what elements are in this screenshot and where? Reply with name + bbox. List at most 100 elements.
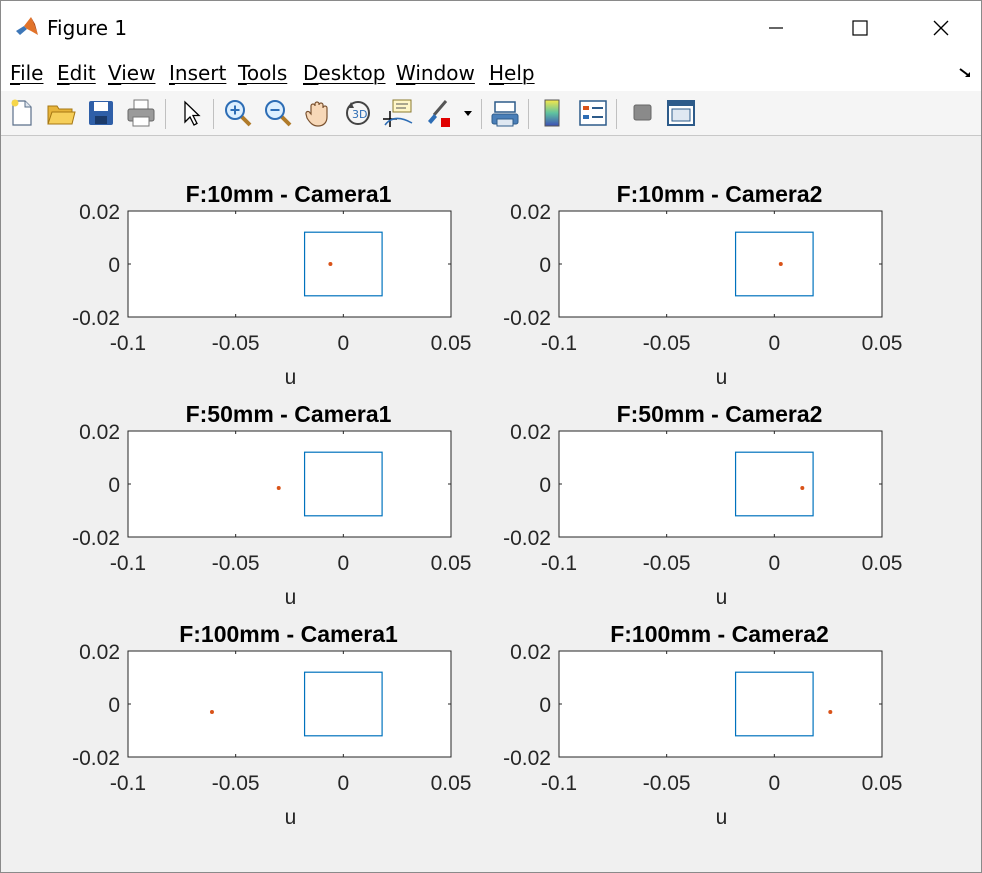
y-tick-label: 0.02	[510, 421, 551, 444]
insert-legend-button[interactable]	[577, 97, 609, 129]
menu-view[interactable]: View	[108, 61, 156, 85]
x-tick-label: -0.05	[212, 332, 260, 355]
x-tick-label: 0	[337, 552, 349, 575]
new-figure-button[interactable]	[6, 97, 38, 129]
x-tick-label: -0.1	[110, 332, 146, 355]
rotate-3d-button[interactable]: 3D	[342, 97, 374, 129]
minimize-icon	[769, 27, 783, 29]
menu-desktop[interactable]: Desktop	[303, 61, 386, 85]
axes-box	[558, 650, 883, 758]
y-tick-label: -0.02	[503, 527, 551, 550]
y-tick-label: -0.02	[72, 307, 120, 330]
matlab-logo-icon	[14, 14, 40, 40]
close-button[interactable]	[918, 9, 964, 47]
x-tick-label: 0.05	[862, 772, 903, 795]
menu-file[interactable]: File	[10, 61, 44, 85]
y-tick-label: 0	[108, 694, 120, 717]
axes-title: F:100mm - Camera1	[179, 621, 398, 647]
x-tick-label: -0.1	[541, 552, 577, 575]
x-tick-label: -0.05	[212, 772, 260, 795]
x-tick-label: -0.1	[110, 772, 146, 795]
y-tick-label: 0	[539, 254, 551, 277]
svg-text:3D: 3D	[352, 108, 367, 121]
axes-title: F:50mm - Camera2	[617, 401, 823, 427]
toolbar-separator	[213, 99, 214, 129]
rotate-3d-icon: 3D	[346, 101, 370, 125]
toolbar-separator	[616, 99, 617, 129]
link-plot-icon	[491, 101, 519, 127]
dock-figure-icon[interactable]	[957, 65, 973, 81]
x-tick-label: 0.05	[862, 332, 903, 355]
x-tick-label: 0	[768, 552, 780, 575]
projected-point	[828, 709, 833, 714]
sensor-rectangle	[303, 231, 383, 297]
menu-insert[interactable]: Insert	[169, 61, 227, 85]
close-icon	[933, 20, 949, 36]
y-tick-label: 0.02	[79, 641, 120, 664]
x-tick-label: 0	[768, 772, 780, 795]
y-tick-label: 0	[539, 694, 551, 717]
sensor-rectangle	[734, 231, 814, 297]
print-icon	[127, 99, 155, 127]
toolbar-separator	[481, 99, 482, 129]
zoom-out-icon	[265, 100, 292, 127]
menu-bar: File Edit View Insert Tools Desktop Wind…	[1, 55, 981, 91]
zoom-out-button[interactable]	[262, 97, 294, 129]
data-cursor-button[interactable]	[382, 97, 414, 129]
x-axis-label: u	[285, 586, 297, 609]
x-tick-label: 0.05	[431, 332, 472, 355]
y-tick-label: -0.02	[72, 747, 120, 770]
projected-point	[328, 262, 333, 266]
sensor-rectangle	[734, 451, 814, 517]
minimize-button[interactable]	[752, 9, 798, 47]
pan-button[interactable]	[302, 97, 334, 129]
show-plot-tools-icon	[667, 100, 695, 126]
brush-icon	[428, 100, 450, 127]
x-tick-label: 0.05	[431, 772, 472, 795]
x-axis-label: u	[285, 366, 297, 389]
x-tick-label: -0.1	[110, 552, 146, 575]
axes-title: F:10mm - Camera1	[186, 181, 392, 207]
menu-help[interactable]: Help	[489, 61, 535, 85]
edit-plot-button[interactable]	[175, 97, 207, 129]
show-plot-tools-button[interactable]	[665, 97, 697, 129]
pointer-icon	[184, 100, 201, 126]
new-figure-icon	[11, 99, 32, 126]
menu-edit[interactable]: Edit	[57, 61, 96, 85]
legend-icon	[579, 100, 607, 126]
axes-box	[558, 430, 883, 538]
hide-plot-tools-button[interactable]	[626, 97, 658, 129]
x-tick-label: -0.05	[212, 552, 260, 575]
x-tick-label: -0.05	[643, 772, 691, 795]
x-tick-label: 0.05	[431, 552, 472, 575]
toolbar-separator	[165, 99, 166, 129]
open-file-button[interactable]	[45, 97, 77, 129]
axes-box	[127, 210, 452, 318]
x-tick-label: 0	[768, 332, 780, 355]
maximize-button[interactable]	[837, 9, 883, 47]
y-tick-label: 0	[539, 474, 551, 497]
link-plot-button[interactable]	[489, 97, 521, 129]
sensor-rectangle	[303, 451, 383, 517]
projected-point	[276, 485, 281, 490]
menu-window[interactable]: Window	[396, 61, 475, 85]
chevron-down-icon	[464, 111, 472, 116]
menu-tools[interactable]: Tools	[238, 61, 288, 85]
y-tick-label: -0.02	[72, 527, 120, 550]
insert-colorbar-button[interactable]	[537, 97, 569, 129]
projected-point	[800, 485, 805, 490]
zoom-in-icon	[225, 100, 252, 127]
zoom-in-button[interactable]	[222, 97, 254, 129]
save-button[interactable]	[85, 97, 117, 129]
x-tick-label: 0	[337, 772, 349, 795]
brush-dropdown[interactable]	[460, 97, 476, 129]
print-button[interactable]	[125, 97, 157, 129]
title-bar: Figure 1	[1, 1, 981, 55]
figure-canvas: F:10mm - Camera1 -0.1 -0.05 0 0.05 0.02 0 -0.02…	[1, 136, 981, 872]
x-tick-label: 0	[337, 332, 349, 355]
brush-button[interactable]	[422, 97, 454, 129]
maximize-icon	[852, 20, 868, 36]
x-axis-label: u	[716, 586, 728, 609]
axes-title: F:50mm - Camera1	[186, 401, 392, 427]
data-cursor-icon	[383, 99, 413, 127]
